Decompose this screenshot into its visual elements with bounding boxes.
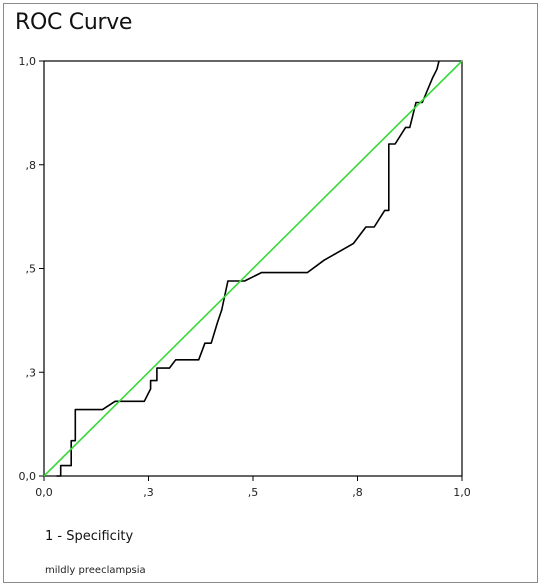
x-tick-label: ,8 — [352, 486, 363, 499]
chart-frame — [3, 3, 538, 583]
y-tick-label: 0,0 — [19, 470, 37, 483]
chart-title: ROC Curve — [15, 10, 133, 35]
x-tick-label: ,3 — [143, 486, 154, 499]
roc-curve-line — [56, 60, 440, 477]
footnote: mildly preeclampsia — [45, 565, 146, 576]
y-tick-label: 1,0 — [19, 55, 37, 68]
y-tick-label: ,3 — [26, 366, 37, 379]
x-tick-label: ,5 — [248, 486, 259, 499]
x-axis-label: 1 - Specificity — [45, 529, 134, 544]
x-tick-label: 0,0 — [35, 486, 53, 499]
y-tick-label: ,5 — [26, 263, 37, 276]
reference-diagonal-line — [43, 60, 463, 477]
y-tick-label: ,8 — [26, 159, 37, 172]
x-tick-label: 1,0 — [453, 486, 471, 499]
